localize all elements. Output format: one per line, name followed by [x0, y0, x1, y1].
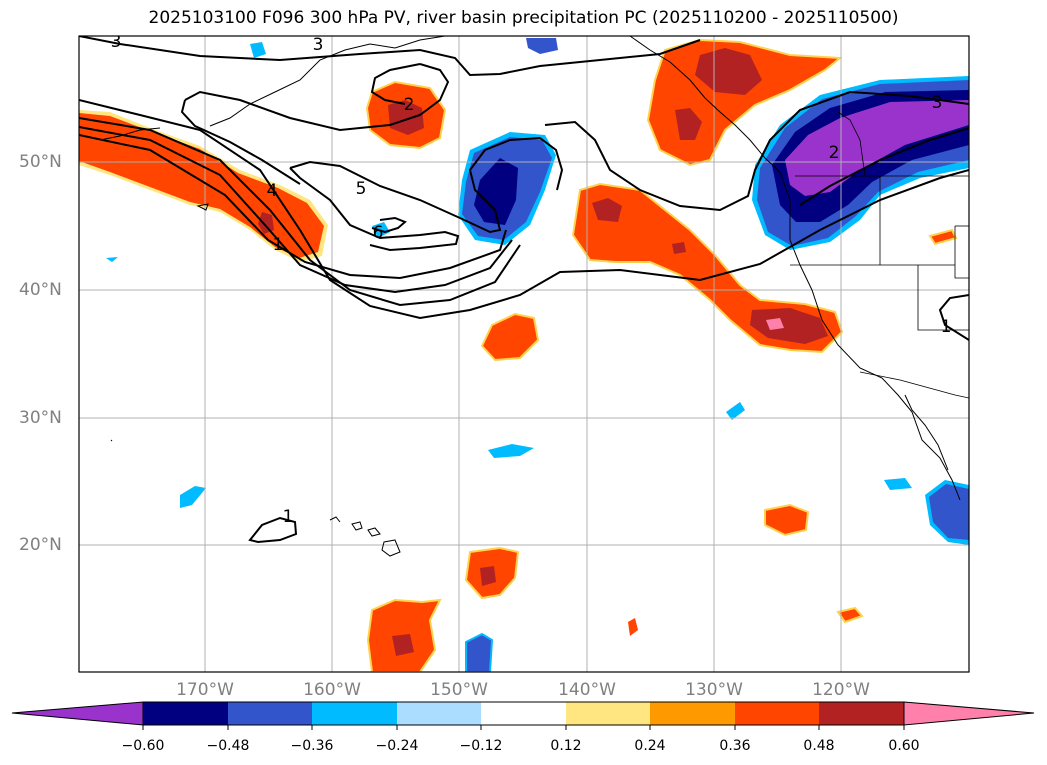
colorbar-segment	[397, 702, 481, 725]
lon-label: 130°W	[685, 680, 743, 700]
contour-label: 4	[267, 181, 278, 201]
contour-labels: 3 3 2 5 4 1 6 3 2 1 1	[111, 32, 952, 527]
contour-label: 3	[313, 35, 324, 55]
lon-label: 120°W	[812, 680, 870, 700]
colorbar-tick-label: 0.48	[803, 738, 835, 754]
colorbar-segment	[312, 702, 397, 725]
contour-label: 3	[932, 93, 943, 113]
lat-label: 40°N	[19, 280, 62, 300]
lat-label: 20°N	[19, 535, 62, 555]
colorbar-tick-label: 0.60	[888, 738, 920, 754]
islands	[110, 203, 401, 557]
pv-contours	[79, 36, 969, 544]
contour-label: 2	[404, 95, 415, 115]
contour-label: 1	[941, 317, 952, 337]
lon-label: 150°W	[430, 680, 488, 700]
gridlines	[79, 36, 969, 672]
contour-label: 2	[829, 143, 840, 163]
colorbar-tick-label: −0.60	[121, 738, 165, 754]
colorbar-segment	[481, 702, 566, 725]
lat-label: 30°N	[19, 408, 62, 428]
colorbar-segment	[819, 702, 904, 725]
colorbar-segment	[143, 702, 228, 725]
colorbar-extend-high	[903, 701, 1035, 726]
lon-label: 140°W	[558, 680, 616, 700]
colorbar-tick-label: 0.12	[550, 738, 582, 754]
figure-title: 2025103100 F096 300 hPa PV, river basin …	[148, 8, 899, 28]
colorbar-segment	[650, 702, 735, 725]
contour-label: 1	[273, 235, 284, 255]
coastlines	[99, 36, 961, 501]
colorbar-extend-low	[11, 701, 144, 726]
lon-label: 160°W	[303, 680, 361, 700]
map-plot-area: 3 3 2 5 4 1 6 3 2 1 1	[79, 32, 969, 672]
map-frame	[78, 35, 970, 673]
lon-label: 170°W	[176, 680, 234, 700]
contour-label: 3	[111, 32, 122, 52]
colorbar-segment	[228, 702, 312, 725]
positive-anomaly-150w-35n	[480, 312, 540, 362]
colorbar-tick-label: −0.36	[290, 738, 334, 754]
contour-label: 1	[283, 507, 294, 527]
contour-label: 5	[356, 179, 367, 199]
colorbar	[11, 701, 1035, 730]
colorbar-tick-label: 0.24	[634, 738, 666, 754]
colorbar-tick-label: 0.36	[719, 738, 751, 754]
colorbar-tick-label: −0.48	[206, 738, 250, 754]
colorbar-tick-label: −0.12	[459, 738, 503, 754]
colorbar-tick-label: −0.24	[375, 738, 419, 754]
colorbar-segment	[735, 702, 819, 725]
precip-anomaly-fill	[79, 38, 969, 672]
contour-label: 6	[373, 223, 384, 243]
lat-label: 50°N	[19, 152, 62, 172]
colorbar-segment	[566, 702, 650, 725]
country-borders	[790, 111, 969, 399]
